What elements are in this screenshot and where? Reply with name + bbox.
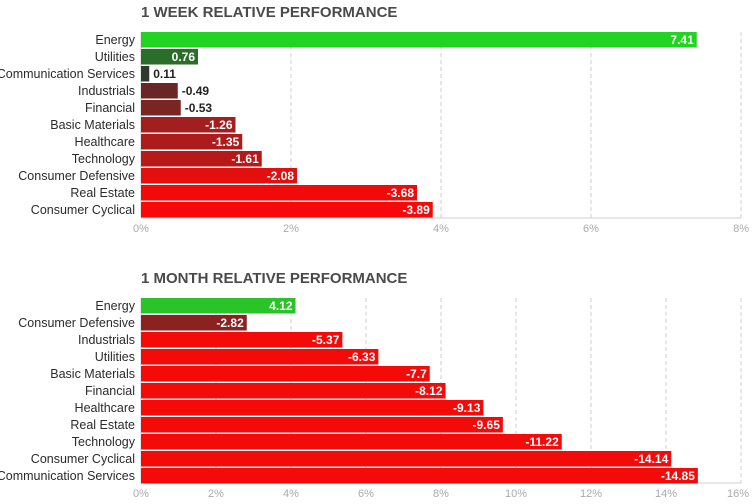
category-label: Energy [95, 33, 135, 47]
bar [141, 400, 484, 416]
category-label: Healthcare [75, 135, 135, 149]
bar [141, 468, 698, 484]
bar [141, 366, 430, 382]
bar [141, 100, 181, 116]
data-label: -1.35 [212, 135, 240, 149]
x-tick-label: 10% [505, 488, 527, 500]
data-label: -1.61 [231, 152, 259, 166]
data-label: -1.26 [205, 118, 233, 132]
x-tick-label: 8% [733, 223, 749, 235]
x-tick-label: 6% [583, 223, 599, 235]
category-label: Industrials [78, 84, 135, 98]
bar [141, 134, 243, 150]
bar [141, 83, 178, 99]
bar [141, 202, 433, 218]
data-label: -0.49 [182, 84, 210, 98]
category-label: Consumer Defensive [18, 169, 135, 183]
category-label: Technology [72, 152, 136, 166]
data-label: 0.11 [153, 67, 176, 81]
bar [141, 32, 697, 48]
data-label: -7.7 [406, 367, 427, 381]
data-label: -9.13 [453, 401, 481, 415]
category-label: Real Estate [70, 186, 135, 200]
bar [141, 151, 262, 167]
category-label: Financial [85, 384, 135, 398]
bar [141, 298, 296, 314]
x-tick-label: 0% [133, 488, 149, 500]
bar [141, 168, 297, 184]
category-label: Basic Materials [50, 118, 135, 132]
bar [141, 434, 562, 450]
category-label: Utilities [95, 350, 135, 364]
bar [141, 185, 417, 201]
bar [141, 49, 198, 65]
category-label: Consumer Cyclical [31, 203, 135, 217]
data-label: -3.68 [387, 186, 415, 200]
data-label: -2.08 [267, 169, 295, 183]
category-label: Communication Services [0, 67, 135, 81]
data-label: -14.85 [661, 469, 695, 483]
x-tick-label: 4% [433, 223, 449, 235]
data-label: -8.12 [415, 384, 443, 398]
category-label: Industrials [78, 333, 135, 347]
category-label: Real Estate [70, 418, 135, 432]
x-tick-label: 14% [655, 488, 677, 500]
category-label: Communication Services [0, 469, 135, 483]
data-label: -2.82 [216, 316, 244, 330]
x-tick-label: 2% [283, 223, 299, 235]
bar [141, 451, 672, 467]
data-label: -3.89 [402, 203, 430, 217]
data-label: -6.33 [348, 350, 376, 364]
week-performance-chart: 1 WEEK RELATIVE PERFORMANCE 0% 2% 4% 6% 8% Ene… [0, 4, 749, 235]
x-tick-label: 0% [133, 223, 149, 235]
bar [141, 117, 236, 133]
category-label: Financial [85, 101, 135, 115]
x-tick-label: 8% [433, 488, 449, 500]
chart-title: 1 WEEK RELATIVE PERFORMANCE [141, 4, 397, 21]
category-label: Basic Materials [50, 367, 135, 381]
data-label: -5.37 [312, 333, 340, 347]
data-label: -0.53 [185, 101, 213, 115]
data-label: 4.12 [269, 299, 293, 313]
x-tick-label: 6% [358, 488, 374, 500]
month-performance-chart: 1 MONTH RELATIVE PERFORMANCE 0% 2% 4% 6% 8% 10… [0, 270, 749, 500]
x-tick-label: 2% [208, 488, 224, 500]
category-label: Technology [72, 435, 136, 449]
bar [141, 417, 503, 433]
category-label: Energy [95, 299, 135, 313]
category-label: Utilities [95, 50, 135, 64]
x-tick-label: 16% [727, 488, 749, 500]
x-tick-label: 4% [283, 488, 299, 500]
bar [141, 66, 150, 82]
data-label: 0.76 [172, 50, 196, 64]
bar [141, 349, 379, 365]
data-label: -11.22 [525, 435, 559, 449]
data-label: -9.65 [473, 418, 501, 432]
bar [141, 315, 247, 331]
bar [141, 383, 446, 399]
category-label: Consumer Cyclical [31, 452, 135, 466]
data-label: -14.14 [634, 452, 668, 466]
data-label: 7.41 [670, 33, 694, 47]
x-tick-label: 12% [580, 488, 602, 500]
bar [141, 332, 343, 348]
category-label: Consumer Defensive [18, 316, 135, 330]
chart-title: 1 MONTH RELATIVE PERFORMANCE [141, 270, 407, 287]
category-label: Healthcare [75, 401, 135, 415]
